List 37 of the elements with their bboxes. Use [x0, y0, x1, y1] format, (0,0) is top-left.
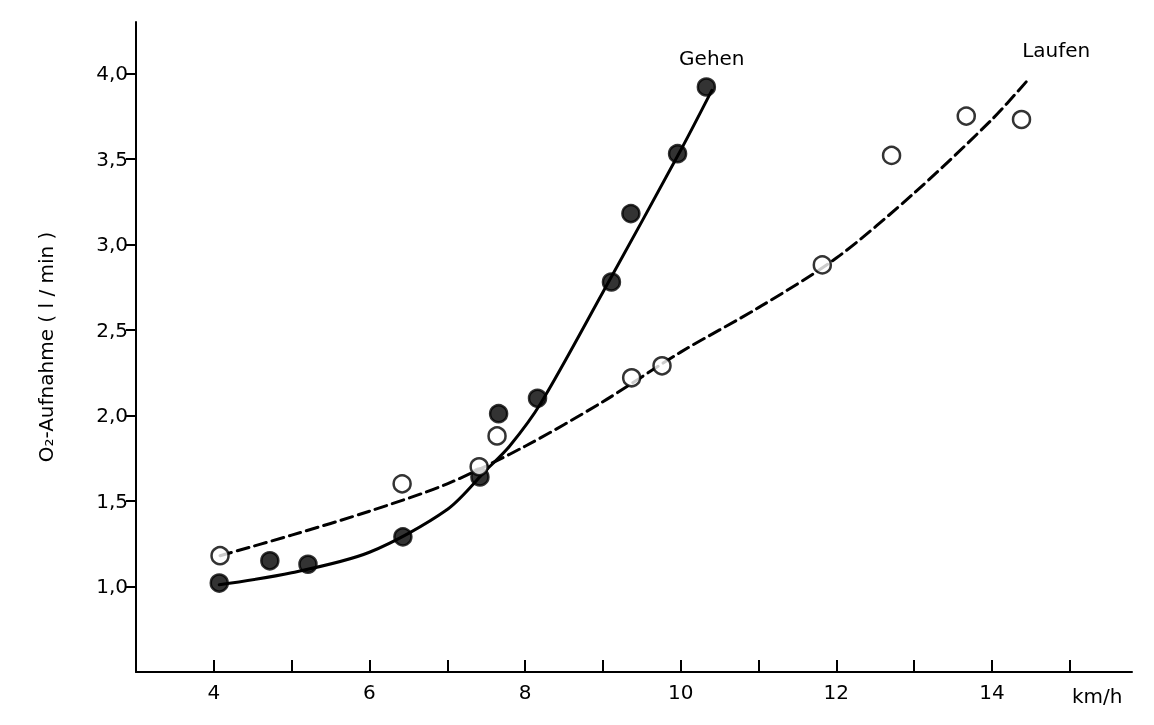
point — [1011, 109, 1032, 130]
y-axis-title: O₂-Aufnahme ( l / min ) — [34, 231, 58, 463]
series-label: Gehen — [679, 46, 745, 71]
series-label: Laufen — [1022, 37, 1091, 62]
y-tick-label: 3,5 — [96, 146, 128, 171]
y-tick-label: 1,5 — [96, 488, 128, 513]
point — [260, 551, 280, 571]
x-tick-label: 12 — [823, 680, 850, 704]
y-tick-label: 2,0 — [96, 403, 128, 428]
x-tick-label: 8 — [518, 680, 532, 704]
point — [488, 403, 509, 424]
y-tick-label: 3,0 — [96, 232, 128, 257]
point — [209, 573, 230, 593]
x-tick-label: 10 — [667, 680, 694, 704]
y-tick-label: 2,5 — [96, 317, 128, 342]
point — [393, 527, 413, 547]
x-axis-title: km/h — [1072, 684, 1123, 708]
point — [667, 143, 688, 164]
point — [812, 255, 833, 275]
y-tick-label: 1,0 — [96, 574, 128, 599]
point — [210, 545, 230, 566]
point — [527, 388, 548, 409]
point — [652, 356, 672, 376]
point — [956, 106, 977, 126]
x-tick-label: 14 — [979, 680, 1005, 704]
x-tick-label: 6 — [363, 680, 376, 704]
point — [487, 426, 507, 446]
point — [469, 456, 489, 477]
y-tick-label: 4,0 — [96, 61, 128, 86]
point — [601, 272, 622, 292]
point — [298, 554, 318, 574]
x-tick-label: 4 — [207, 680, 221, 704]
point — [621, 368, 642, 388]
point — [392, 474, 412, 494]
point — [881, 145, 902, 166]
point — [696, 77, 717, 97]
point — [621, 203, 641, 224]
